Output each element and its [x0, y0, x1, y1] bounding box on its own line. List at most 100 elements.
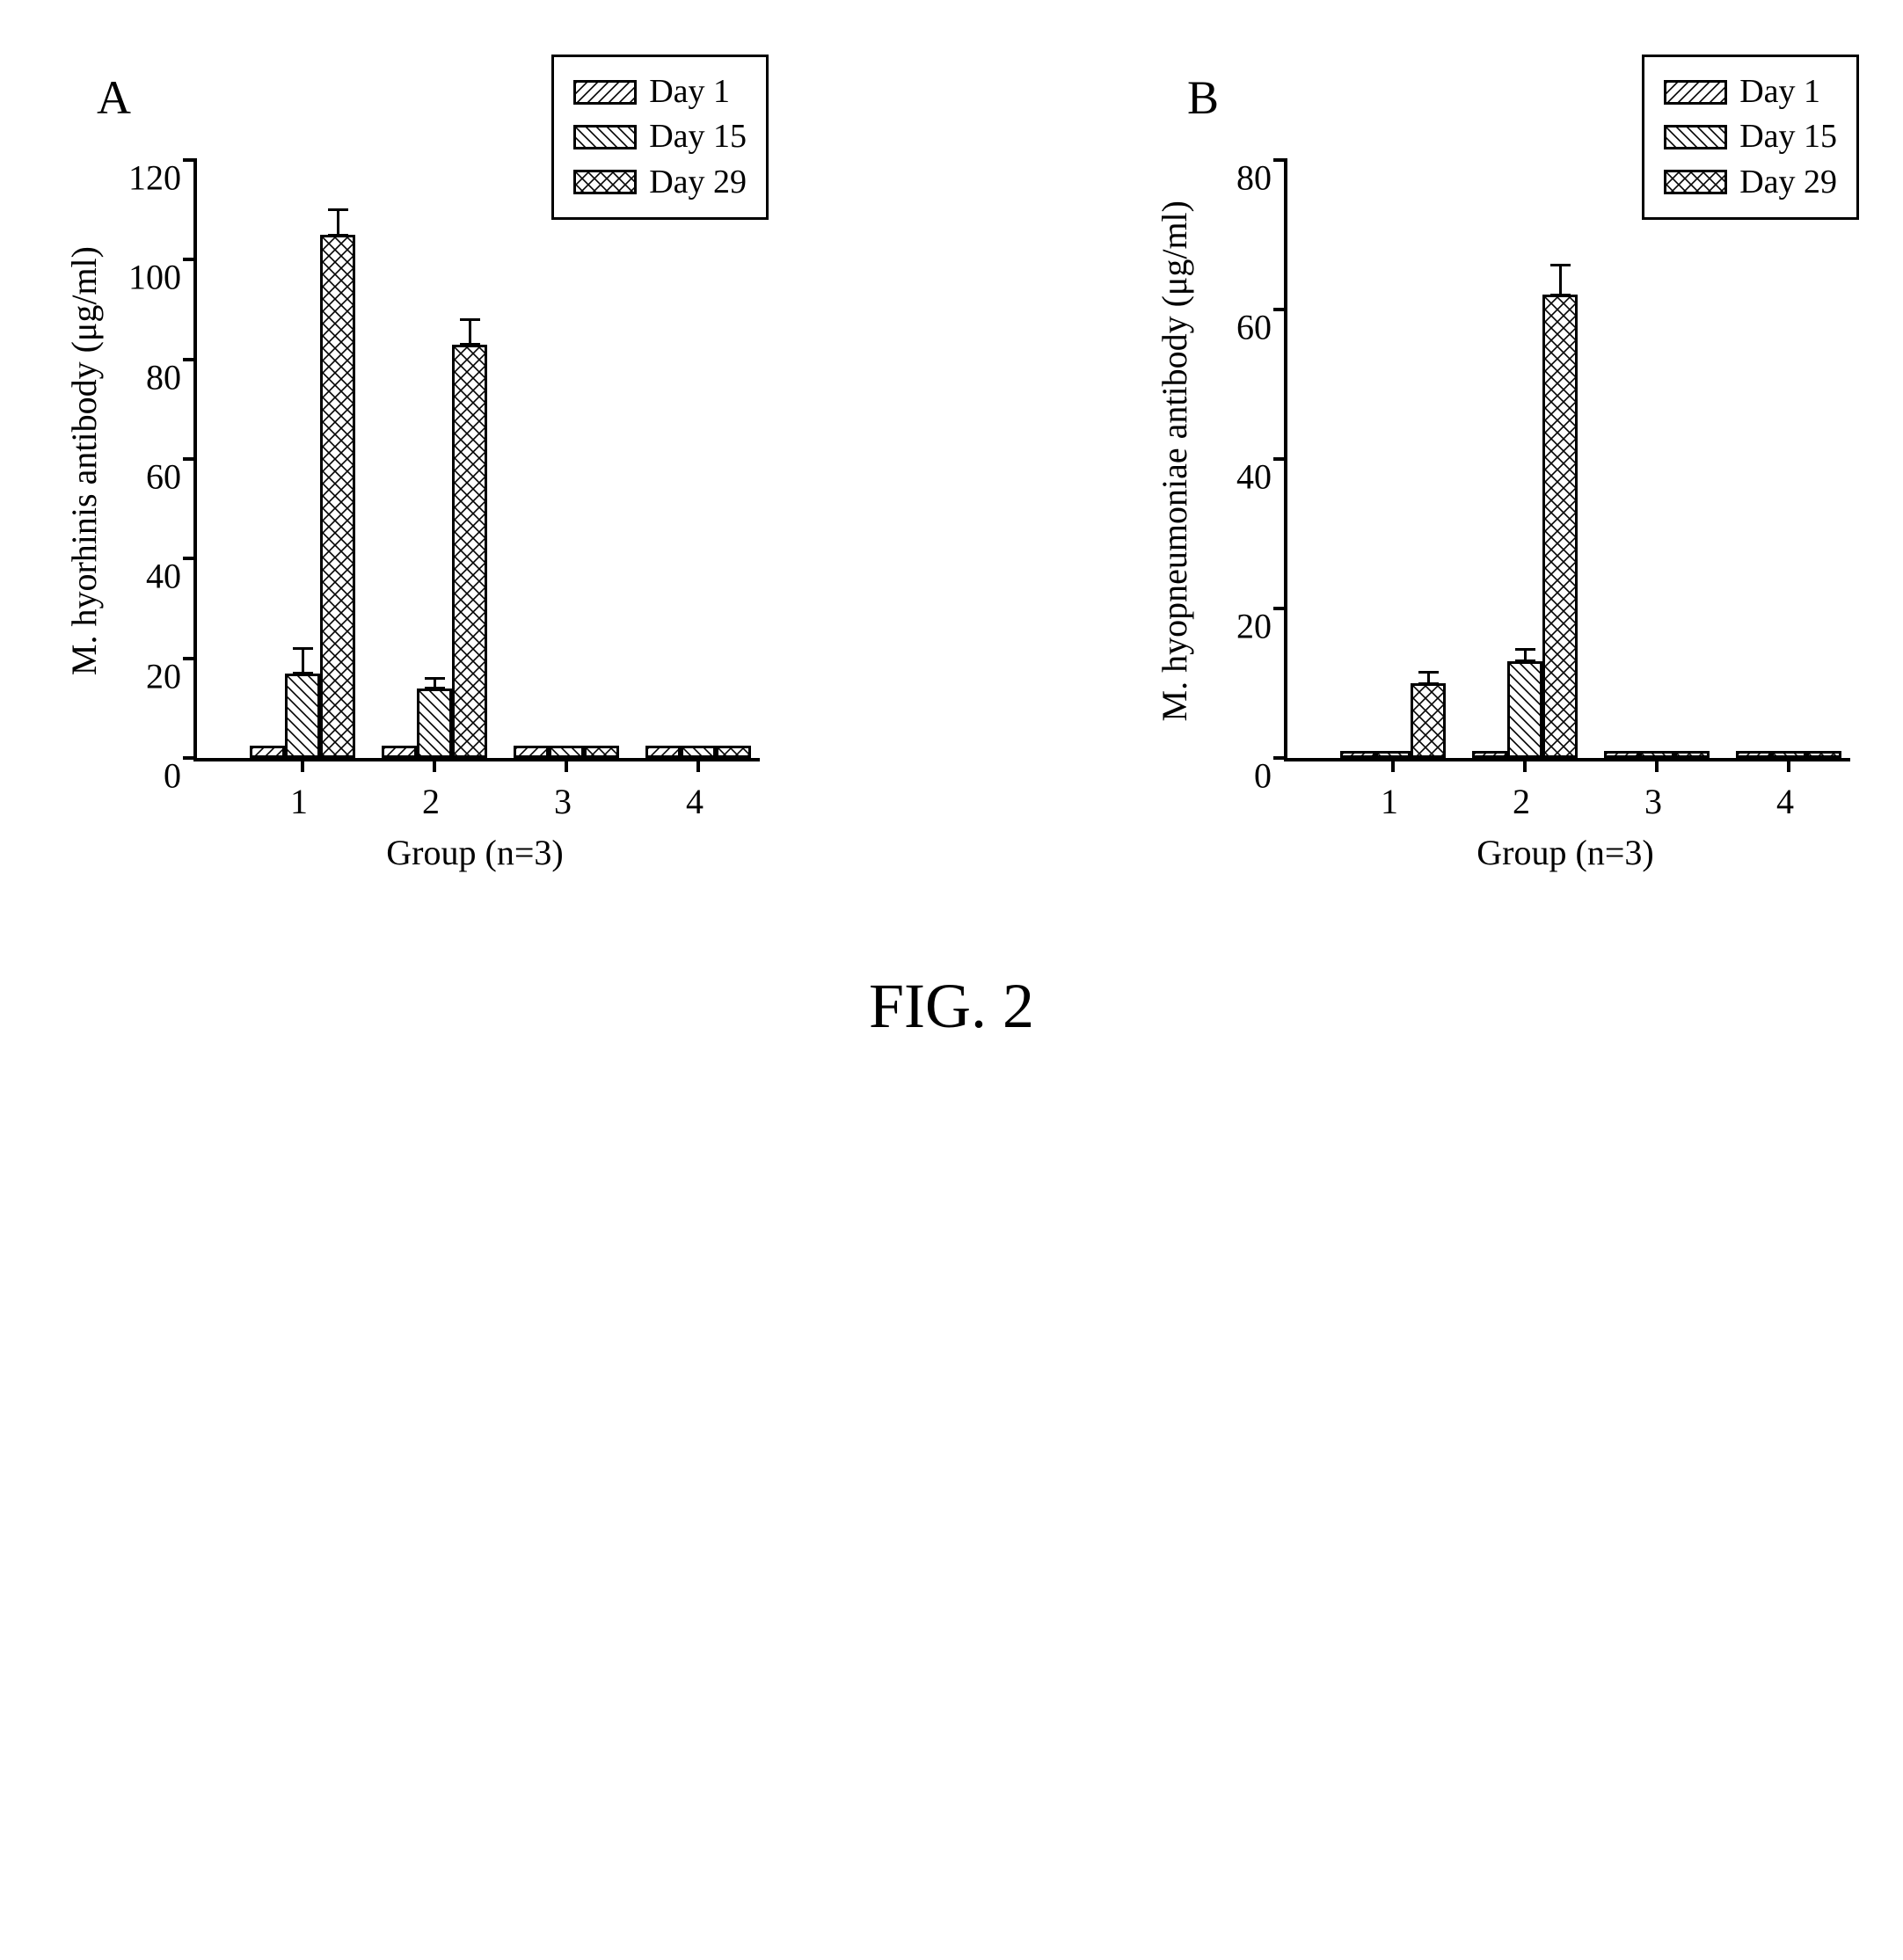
bar: [681, 746, 716, 758]
legend-swatch: [1664, 80, 1727, 105]
panel-b-xticks: 1234: [1284, 761, 1847, 814]
legend-label: Day 15: [649, 114, 747, 159]
bar: [285, 674, 320, 758]
bar: [250, 746, 285, 758]
legend-swatch: [573, 170, 637, 194]
ytick-mark: [183, 756, 197, 760]
legend-item: Day 29: [573, 160, 747, 205]
errorbar-cap: [328, 208, 348, 211]
bar: [1507, 661, 1542, 759]
ytick-label: 100: [128, 257, 181, 298]
panel-b: B M. hyopneumoniae antibody (μg/ml) 0 20 4…: [1143, 70, 1850, 873]
xtick-label: 4: [1776, 781, 1794, 822]
xtick-label: 2: [422, 781, 440, 822]
bar: [417, 689, 452, 758]
errorbar: [337, 210, 339, 235]
bar: [549, 746, 584, 758]
xtick-label: 1: [290, 781, 308, 822]
errorbar-cap: [1550, 264, 1571, 266]
errorbar-cap: [293, 672, 313, 674]
bar: [1771, 751, 1806, 759]
legend-label: Day 1: [1739, 69, 1820, 114]
legend-label: Day 29: [649, 160, 747, 205]
bar: [1604, 751, 1639, 759]
xtick-label: 3: [554, 781, 572, 822]
legend-item: Day 1: [573, 69, 747, 114]
panel-a: A M. hyorhinis antibody (μg/ml) 0 20 40 60 8…: [53, 70, 760, 873]
ytick-label: 0: [164, 755, 181, 797]
panel-a-letter: A: [97, 70, 131, 125]
ytick-label: 40: [1236, 456, 1272, 498]
panel-b-ylabel: M. hyopneumoniae antibody (μg/ml): [1143, 160, 1205, 761]
errorbar-cap: [425, 687, 445, 689]
panel-b-legend: Day 1Day 15Day 29: [1642, 55, 1859, 220]
panel-a-xticks: 1234: [193, 761, 756, 814]
ytick-mark: [183, 457, 197, 461]
panel-a-plot: Day 1Day 15Day 29: [193, 160, 760, 761]
figure-2: A M. hyorhinis antibody (μg/ml) 02040608…: [53, 70, 1850, 1043]
bar: [320, 235, 355, 758]
bar: [514, 746, 549, 758]
ytick-label: 0: [1254, 755, 1272, 797]
ytick-mark: [183, 657, 197, 660]
bar: [1806, 751, 1841, 759]
errorbar-cap: [1418, 671, 1439, 674]
panel-b-chart: M. hyopneumoniae antibody (μg/ml) 020406…: [1143, 160, 1850, 761]
bar: [1472, 751, 1507, 759]
ytick-label: 120: [128, 157, 181, 199]
panel-a-chart: M. hyorhinis antibody (μg/ml) 0204060801…: [53, 160, 760, 761]
bar: [1542, 295, 1578, 758]
ytick-label: 20: [1236, 606, 1272, 647]
bar: [1411, 683, 1446, 758]
figure-caption: FIG. 2: [53, 970, 1850, 1043]
ytick-label: 60: [1236, 307, 1272, 348]
bar: [1639, 751, 1674, 759]
xtick-label: 3: [1644, 781, 1662, 822]
bar: [645, 746, 681, 758]
errorbar: [469, 319, 471, 344]
legend-item: Day 1: [1664, 69, 1837, 114]
panel-a-ylabel-text: M. hyorhinis antibody (μg/ml): [63, 246, 105, 675]
legend-item: Day 15: [573, 114, 747, 159]
legend-item: Day 29: [1664, 160, 1837, 205]
errorbar: [302, 648, 304, 673]
panel-b-yticks: 020406080: [1205, 160, 1284, 761]
errorbar-cap: [460, 318, 480, 321]
legend-item: Day 15: [1664, 114, 1837, 159]
ytick-mark: [183, 557, 197, 560]
xtick-label: 2: [1513, 781, 1530, 822]
ytick-mark: [1273, 158, 1287, 162]
bar: [1375, 751, 1411, 759]
errorbar-cap: [425, 677, 445, 680]
panel-b-letter: B: [1187, 70, 1219, 125]
ytick-label: 20: [146, 655, 181, 696]
panel-row: A M. hyorhinis antibody (μg/ml) 02040608…: [53, 70, 1850, 873]
ytick-mark: [1273, 308, 1287, 311]
bar: [452, 345, 487, 758]
legend-swatch: [573, 80, 637, 105]
errorbar-cap: [460, 343, 480, 346]
panel-b-ylabel-text: M. hyopneumoniae antibody (μg/ml): [1154, 200, 1195, 721]
ytick-label: 40: [146, 556, 181, 597]
legend-label: Day 29: [1739, 160, 1837, 205]
panel-a-yticks: 020406080100120: [114, 160, 193, 761]
errorbar-cap: [328, 234, 348, 237]
legend-label: Day 15: [1739, 114, 1837, 159]
bar: [716, 746, 751, 758]
xtick-label: 1: [1381, 781, 1398, 822]
legend-swatch: [1664, 125, 1727, 149]
ytick-label: 80: [146, 356, 181, 397]
legend-label: Day 1: [649, 69, 730, 114]
panel-b-xlabel: Group (n=3): [1284, 832, 1847, 873]
xtick-label: 4: [686, 781, 704, 822]
ytick-mark: [1273, 457, 1287, 461]
panel-a-ylabel: M. hyorhinis antibody (μg/ml): [53, 160, 114, 761]
errorbar-cap: [1418, 682, 1439, 685]
ytick-label: 80: [1236, 157, 1272, 199]
errorbar-cap: [293, 647, 313, 650]
ytick-mark: [183, 158, 197, 162]
bar: [584, 746, 619, 758]
errorbar-cap: [1515, 648, 1535, 651]
ytick-label: 60: [146, 456, 181, 498]
legend-swatch: [1664, 170, 1727, 194]
